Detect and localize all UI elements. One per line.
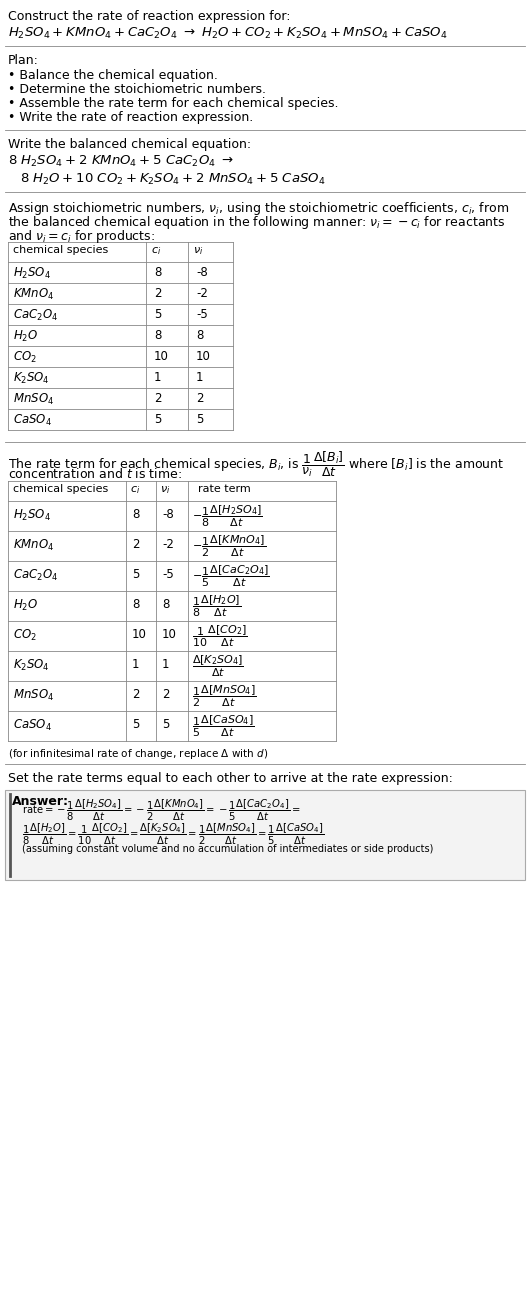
Text: 8: 8	[196, 329, 204, 342]
Text: 5: 5	[154, 309, 161, 322]
Text: and $\nu_i = c_i$ for products:: and $\nu_i = c_i$ for products:	[8, 228, 155, 245]
Text: Set the rate terms equal to each other to arrive at the rate expression:: Set the rate terms equal to each other t…	[8, 772, 453, 785]
Text: 2: 2	[162, 687, 170, 700]
Text: • Write the rate of reaction expression.: • Write the rate of reaction expression.	[8, 111, 253, 124]
Text: $\mathrm{rate} = -\dfrac{1}{8}\dfrac{\Delta[H_2SO_4]}{\Delta t} = -\dfrac{1}{2}\: $\mathrm{rate} = -\dfrac{1}{8}\dfrac{\De…	[22, 798, 301, 823]
Text: 1: 1	[196, 371, 204, 384]
Text: $\dfrac{1}{5}\dfrac{\Delta[CaSO_4]}{\Delta t}$: $\dfrac{1}{5}\dfrac{\Delta[CaSO_4]}{\Del…	[192, 713, 254, 740]
Text: $-\dfrac{1}{2}\dfrac{\Delta[KMnO_4]}{\Delta t}$: $-\dfrac{1}{2}\dfrac{\Delta[KMnO_4]}{\De…	[192, 534, 266, 560]
Text: $CaSO_4$: $CaSO_4$	[13, 413, 52, 428]
Text: $K_2SO_4$: $K_2SO_4$	[13, 658, 50, 673]
Text: rate term: rate term	[198, 484, 251, 493]
Text: $CO_2$: $CO_2$	[13, 628, 37, 643]
Text: 2: 2	[154, 286, 162, 299]
Text: -5: -5	[196, 309, 208, 322]
Text: • Assemble the rate term for each chemical species.: • Assemble the rate term for each chemic…	[8, 98, 339, 109]
Text: -2: -2	[162, 538, 174, 551]
Text: 2: 2	[132, 538, 139, 551]
Text: $-\dfrac{1}{8}\dfrac{\Delta[H_2SO_4]}{\Delta t}$: $-\dfrac{1}{8}\dfrac{\Delta[H_2SO_4]}{\D…	[192, 504, 263, 530]
Text: 5: 5	[132, 717, 139, 730]
Text: 2: 2	[196, 392, 204, 405]
Text: $MnSO_4$: $MnSO_4$	[13, 687, 54, 703]
Text: the balanced chemical equation in the following manner: $\nu_i = -c_i$ for react: the balanced chemical equation in the fo…	[8, 214, 506, 230]
Text: $MnSO_4$: $MnSO_4$	[13, 392, 54, 408]
Text: 8: 8	[154, 329, 161, 342]
Text: 1: 1	[132, 658, 139, 671]
Text: chemical species: chemical species	[13, 484, 108, 493]
Text: Plan:: Plan:	[8, 53, 39, 66]
Text: 5: 5	[196, 413, 204, 426]
Text: $H_2SO_4$: $H_2SO_4$	[13, 266, 51, 281]
Text: $CO_2$: $CO_2$	[13, 350, 37, 365]
Text: 5: 5	[132, 568, 139, 581]
Text: • Balance the chemical equation.: • Balance the chemical equation.	[8, 69, 218, 82]
Text: $H_2O$: $H_2O$	[13, 329, 38, 344]
Text: $-\dfrac{1}{5}\dfrac{\Delta[CaC_2O_4]}{\Delta t}$: $-\dfrac{1}{5}\dfrac{\Delta[CaC_2O_4]}{\…	[192, 564, 270, 590]
Text: -8: -8	[196, 266, 208, 279]
Text: $\dfrac{1}{2}\dfrac{\Delta[MnSO_4]}{\Delta t}$: $\dfrac{1}{2}\dfrac{\Delta[MnSO_4]}{\Del…	[192, 684, 257, 710]
Text: 10: 10	[132, 628, 147, 641]
Text: Assign stoichiometric numbers, $\nu_i$, using the stoichiometric coefficients, $: Assign stoichiometric numbers, $\nu_i$, …	[8, 201, 509, 217]
Text: 10: 10	[154, 350, 169, 363]
Text: $\dfrac{1}{10}\dfrac{\Delta[CO_2]}{\Delta t}$: $\dfrac{1}{10}\dfrac{\Delta[CO_2]}{\Delt…	[192, 624, 248, 650]
Text: $c_i$: $c_i$	[151, 245, 161, 256]
Text: $8\ H_2SO_4 + 2\ KMnO_4 + 5\ CaC_2O_4\ \rightarrow$: $8\ H_2SO_4 + 2\ KMnO_4 + 5\ CaC_2O_4\ \…	[8, 154, 234, 169]
Bar	[5, 790, 525, 880]
Text: $H_2O$: $H_2O$	[13, 598, 38, 613]
Text: $KMnO_4$: $KMnO_4$	[13, 286, 54, 302]
Text: (assuming constant volume and no accumulation of intermediates or side products): (assuming constant volume and no accumul…	[22, 844, 434, 854]
Text: $\nu_i$: $\nu_i$	[193, 245, 204, 256]
Text: $K_2SO_4$: $K_2SO_4$	[13, 371, 50, 387]
Text: Construct the rate of reaction expression for:: Construct the rate of reaction expressio…	[8, 10, 290, 23]
Text: Write the balanced chemical equation:: Write the balanced chemical equation:	[8, 138, 251, 151]
Text: chemical species: chemical species	[13, 245, 108, 255]
Text: $KMnO_4$: $KMnO_4$	[13, 538, 54, 553]
Text: 8: 8	[154, 266, 161, 279]
Text: $\dfrac{1}{8}\dfrac{\Delta[H_2O]}{\Delta t}$: $\dfrac{1}{8}\dfrac{\Delta[H_2O]}{\Delta…	[192, 594, 241, 620]
Text: $CaSO_4$: $CaSO_4$	[13, 717, 52, 733]
Text: $\dfrac{1}{8}\dfrac{\Delta[H_2O]}{\Delta t} = \dfrac{1}{10}\dfrac{\Delta[CO_2]}{: $\dfrac{1}{8}\dfrac{\Delta[H_2O]}{\Delta…	[22, 822, 324, 848]
Text: $\nu_i$: $\nu_i$	[160, 484, 170, 496]
Text: $\dfrac{\Delta[K_2SO_4]}{\Delta t}$: $\dfrac{\Delta[K_2SO_4]}{\Delta t}$	[192, 654, 244, 680]
Text: 2: 2	[154, 392, 162, 405]
Text: $H_2SO_4$: $H_2SO_4$	[13, 508, 51, 523]
Text: 2: 2	[132, 687, 139, 700]
Text: -2: -2	[196, 286, 208, 299]
Text: (for infinitesimal rate of change, replace $\Delta$ with $d$): (for infinitesimal rate of change, repla…	[8, 747, 268, 760]
Text: $c_i$: $c_i$	[130, 484, 140, 496]
Text: 10: 10	[196, 350, 211, 363]
Text: • Determine the stoichiometric numbers.: • Determine the stoichiometric numbers.	[8, 83, 266, 96]
Text: 1: 1	[162, 658, 170, 671]
Text: 8: 8	[162, 598, 170, 611]
Text: 10: 10	[162, 628, 177, 641]
Text: -5: -5	[162, 568, 174, 581]
Text: The rate term for each chemical species, $B_i$, is $\dfrac{1}{\nu_i}\dfrac{\Delt: The rate term for each chemical species,…	[8, 450, 505, 479]
Text: concentration and $t$ is time:: concentration and $t$ is time:	[8, 467, 182, 480]
Text: Answer:: Answer:	[12, 796, 69, 809]
Text: $CaC_2O_4$: $CaC_2O_4$	[13, 568, 58, 583]
Text: 5: 5	[154, 413, 161, 426]
Text: 1: 1	[154, 371, 162, 384]
Text: 5: 5	[162, 717, 170, 730]
Text: $H_2SO_4 + KMnO_4 + CaC_2O_4\ \rightarrow\ H_2O + CO_2 + K_2SO_4 + MnSO_4 + CaSO: $H_2SO_4 + KMnO_4 + CaC_2O_4\ \rightarro…	[8, 26, 448, 42]
Text: $CaC_2O_4$: $CaC_2O_4$	[13, 309, 58, 323]
Text: -8: -8	[162, 508, 174, 521]
Text: $8\ H_2O + 10\ CO_2 + K_2SO_4 + 2\ MnSO_4 + 5\ CaSO_4$: $8\ H_2O + 10\ CO_2 + K_2SO_4 + 2\ MnSO_…	[20, 172, 325, 187]
Text: 8: 8	[132, 598, 139, 611]
Text: 8: 8	[132, 508, 139, 521]
